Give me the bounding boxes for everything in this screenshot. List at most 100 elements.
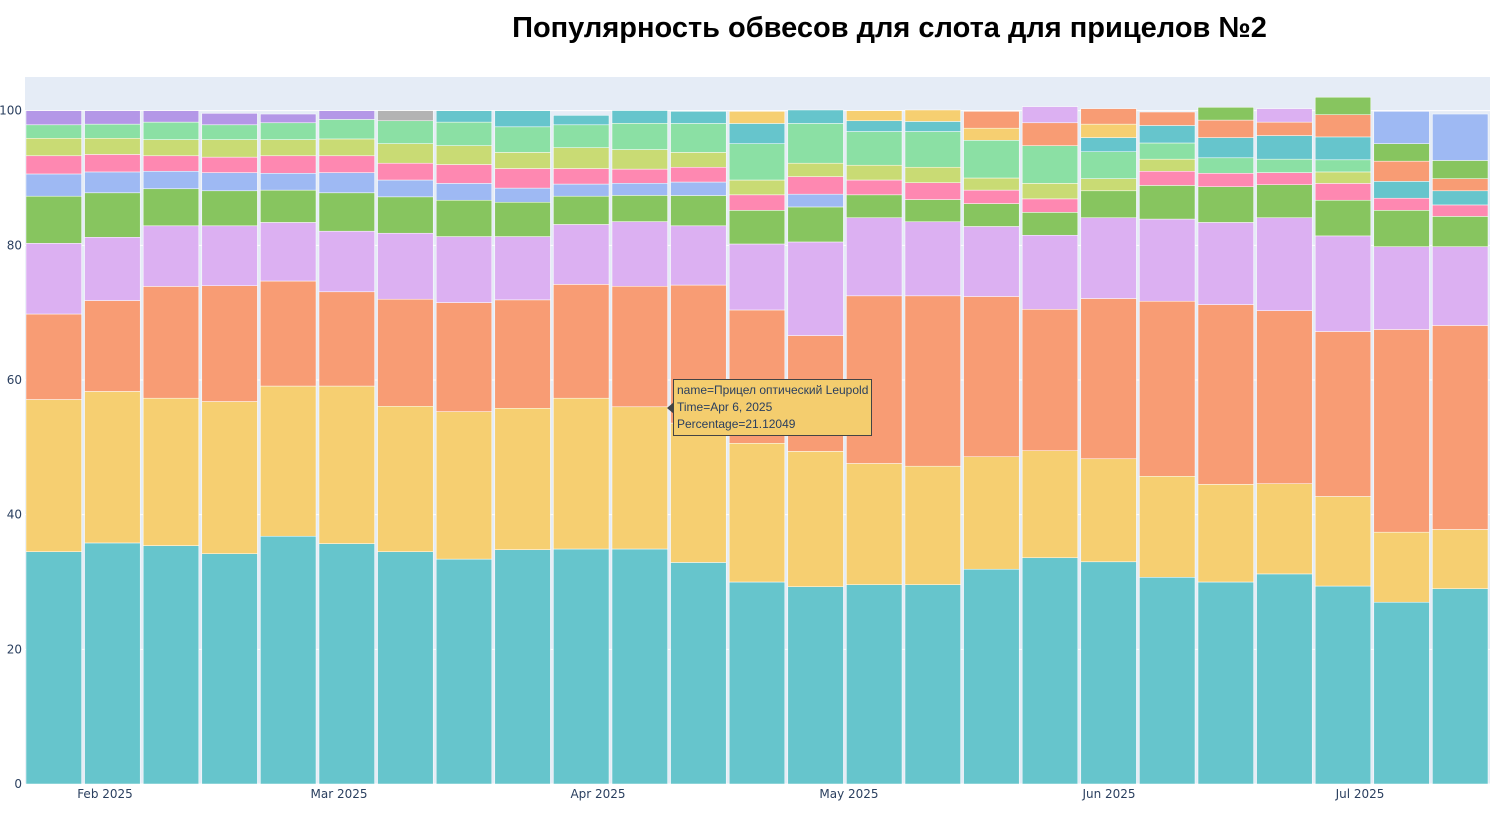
bar-segment[interactable] [142,545,200,785]
bar-segment[interactable] [670,181,727,196]
bar-segment[interactable] [377,406,434,552]
bar-segment[interactable] [318,543,375,785]
bar-segment[interactable] [1080,217,1137,299]
bar-segment[interactable] [904,109,961,122]
bar-segment[interactable] [201,139,258,158]
bar-segment[interactable] [201,156,258,173]
bar-segment[interactable] [201,172,258,192]
bar-segment[interactable] [611,195,668,222]
bar-segment[interactable] [670,111,727,124]
bar-segment[interactable] [846,120,903,132]
bar-segment[interactable] [904,295,961,467]
bar-segment[interactable] [611,182,668,196]
bar-segment[interactable] [1021,122,1079,146]
bar-segment[interactable] [25,399,82,552]
bar-segment[interactable] [1080,108,1137,125]
bar-segment[interactable] [553,548,610,785]
bar-segment[interactable] [435,558,493,785]
bar-segment[interactable] [1432,113,1489,161]
bar-segment[interactable] [435,145,493,165]
bar-segment[interactable] [728,179,786,196]
bar-segment[interactable] [494,549,551,785]
bar-segment[interactable] [1139,171,1196,186]
bar-segment[interactable] [1197,107,1254,121]
bar-segment[interactable] [1021,145,1079,184]
bar-segment[interactable] [25,124,82,139]
bar-segment[interactable] [904,121,961,132]
bar-segment[interactable] [1139,185,1196,220]
bar-segment[interactable] [963,111,1020,129]
bar-segment[interactable] [1256,184,1313,218]
bar-segment[interactable] [611,149,668,170]
bar-segment[interactable] [787,586,844,785]
bar-segment[interactable] [84,123,141,139]
bar-segment[interactable] [728,143,786,181]
bar-segment[interactable] [1432,246,1489,326]
bar-segment[interactable] [1314,136,1372,161]
bar-segment[interactable] [435,411,493,560]
bar-segment[interactable] [670,225,727,286]
bar-segment[interactable] [611,221,668,287]
bar-segment[interactable] [25,313,82,400]
bar-segment[interactable] [963,568,1020,785]
bar-segment[interactable] [1139,218,1196,302]
bar-segment[interactable] [318,138,375,157]
bar-segment[interactable] [377,179,434,198]
bar-segment[interactable] [1139,476,1196,578]
bar-segment[interactable] [1432,216,1489,247]
bar-segment[interactable] [201,190,258,227]
bar-segment[interactable] [846,194,903,218]
bar-segment[interactable] [787,162,844,177]
bar-segment[interactable] [787,176,844,195]
bar-segment[interactable] [611,548,668,785]
bar-segment[interactable] [1314,585,1372,785]
bar-segment[interactable] [142,286,200,399]
bar-segment[interactable] [1314,199,1372,237]
bar-segment[interactable] [1373,329,1430,533]
bar-segment[interactable] [1373,197,1430,211]
bar-segment[interactable] [142,121,200,140]
bar-segment[interactable] [142,110,200,123]
bar-segment[interactable] [1080,561,1137,785]
bar-segment[interactable] [1021,309,1079,451]
bar-segment[interactable] [25,155,82,175]
bar-segment[interactable] [670,123,727,153]
bar-segment[interactable] [260,280,317,387]
bar-segment[interactable] [1021,106,1079,124]
bar-segment[interactable] [1021,234,1079,310]
bar-segment[interactable] [728,210,786,245]
bar-segment[interactable] [1432,190,1489,206]
bar-segment[interactable] [787,206,844,243]
bar-segment[interactable] [846,179,903,196]
bar-segment[interactable] [1256,108,1313,123]
bar-segment[interactable] [1080,123,1137,138]
bar-segment[interactable] [260,173,317,191]
bar-segment[interactable] [1373,181,1430,199]
bar-segment[interactable] [553,183,610,197]
bar-segment[interactable] [1314,235,1372,332]
bar-segment[interactable] [1373,601,1430,785]
bar-segment[interactable] [670,152,727,168]
bar-segment[interactable] [142,225,200,287]
bar-segment[interactable] [728,194,786,211]
bar-segment[interactable] [1256,172,1313,185]
bar-segment[interactable] [1432,204,1489,217]
bar-segment[interactable] [1432,160,1489,179]
bar-segment[interactable] [963,177,1020,191]
bar-segment[interactable] [553,168,610,185]
bar-segment[interactable] [494,110,551,128]
bar-segment[interactable] [904,199,961,223]
bar-segment[interactable] [377,162,434,181]
bar-segment[interactable] [553,224,610,285]
bar-segment[interactable] [553,115,610,126]
bar-segment[interactable] [611,406,668,550]
bar-segment[interactable] [1314,114,1372,138]
bar-segment[interactable] [377,196,434,234]
bar-segment[interactable] [1080,137,1137,152]
bar-segment[interactable] [142,171,200,190]
bar-segment[interactable] [1197,137,1254,159]
bar-segment[interactable] [904,584,961,785]
bar-segment[interactable] [142,139,200,157]
bar-segment[interactable] [25,173,82,197]
bar-segment[interactable] [435,236,493,303]
